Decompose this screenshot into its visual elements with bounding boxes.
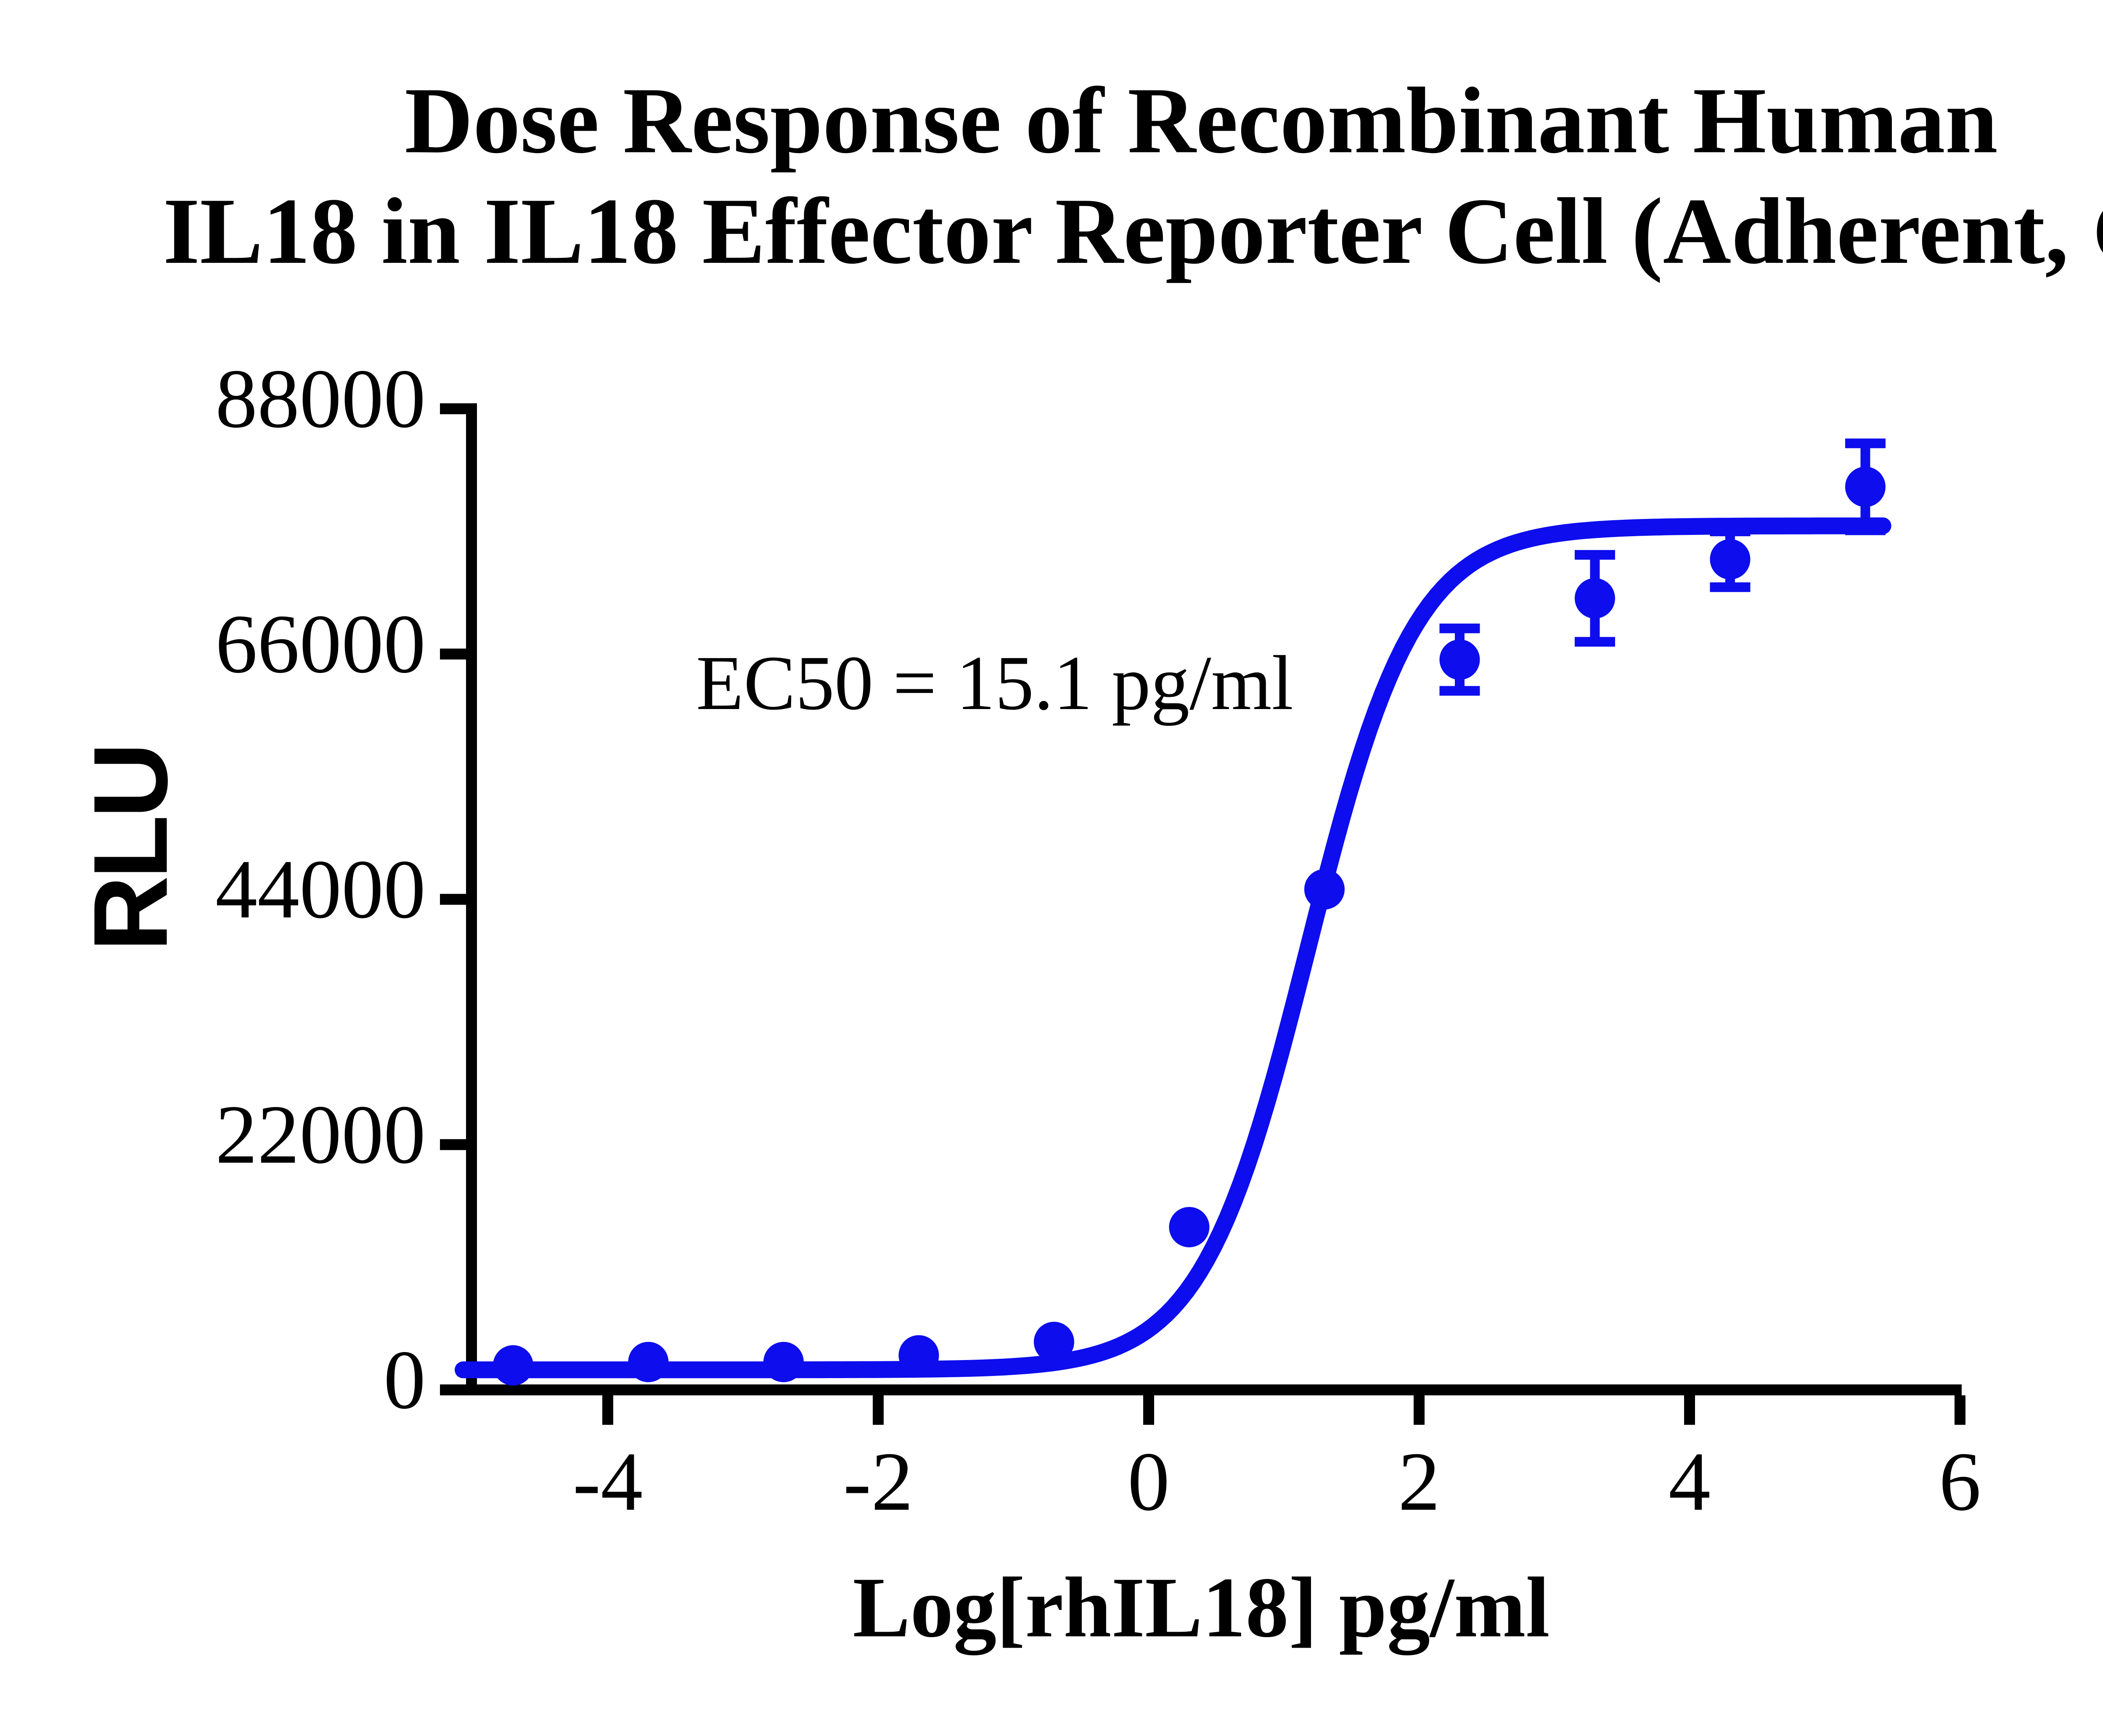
y-tick-label: 22000 xyxy=(215,1088,426,1181)
x-tick-label: 6 xyxy=(1939,1435,1981,1528)
data-point-marker xyxy=(1574,578,1615,619)
x-tick-label: -4 xyxy=(573,1435,643,1528)
data-point-marker xyxy=(628,1342,669,1382)
data-point-marker xyxy=(1845,466,1886,507)
data-point-marker xyxy=(1033,1322,1074,1363)
y-tick-label: 66000 xyxy=(215,598,426,691)
chart-title: Dose Response of Recombinant Human IL18 … xyxy=(163,65,2103,286)
data-point-marker xyxy=(1304,869,1345,910)
x-tick-label: 2 xyxy=(1398,1435,1440,1528)
x-axis-title: Log[rhIL18] pg/ml xyxy=(853,1560,1550,1655)
y-tick-label: 44000 xyxy=(215,843,426,936)
ec50-annotation: EC50 = 15.1 pg/ml xyxy=(696,640,1293,726)
data-point-marker xyxy=(1169,1207,1210,1247)
data-point-marker xyxy=(898,1335,939,1376)
y-tick-label: 0 xyxy=(384,1334,426,1426)
x-tick-label: 4 xyxy=(1669,1435,1711,1528)
data-point-marker xyxy=(493,1345,533,1386)
data-point-marker xyxy=(1710,539,1751,580)
y-tick-label: 88000 xyxy=(215,352,426,445)
chart-title-line2: IL18 in IL18 Effector Reporter Cell (Adh… xyxy=(163,178,2103,283)
data-point-marker xyxy=(763,1342,804,1382)
x-tick-label: -2 xyxy=(843,1435,914,1528)
fit-curve xyxy=(455,517,1891,1379)
chart-title-line1: Dose Response of Recombinant Human xyxy=(405,68,1998,173)
x-tick-label: 0 xyxy=(1128,1435,1170,1528)
data-point-marker xyxy=(1439,639,1480,680)
